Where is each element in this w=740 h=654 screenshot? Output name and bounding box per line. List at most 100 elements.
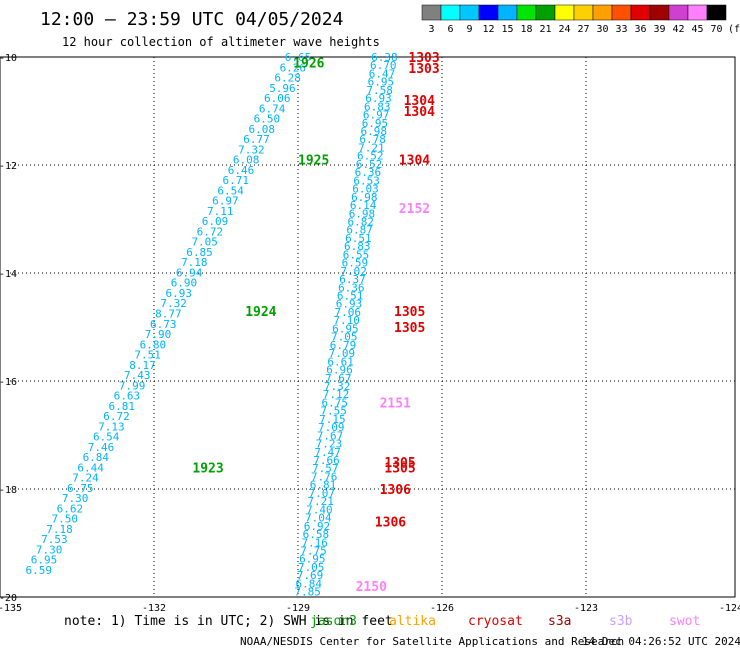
data-point-label: 6.06 bbox=[264, 92, 291, 105]
data-point-label: 7.32 bbox=[160, 297, 187, 310]
x-axis-ticks: -135 -132 -129 -126 -123 -124 bbox=[0, 603, 740, 614]
track-label: 1305 bbox=[384, 456, 415, 471]
satellite-legend-item: jason3 bbox=[310, 614, 357, 629]
data-point-label: 7.12 bbox=[323, 388, 350, 401]
data-point-label: 6.98 bbox=[349, 207, 376, 220]
data-point-label: 6.97 bbox=[212, 195, 239, 208]
y-tick-label: -14 bbox=[0, 269, 17, 280]
plot-area: -135 -132 -129 -126 -123 -124 -10 -12 -14 -16 -18… bbox=[0, 51, 740, 614]
page-subtitle: 12 hour collection of altimeter wave hei… bbox=[62, 35, 380, 49]
data-point-label: 6.95 bbox=[368, 76, 395, 89]
data-point-label: 7.05 bbox=[331, 331, 358, 344]
track-label: 1306 bbox=[375, 515, 406, 530]
data-point-label: 7.30 bbox=[62, 492, 89, 505]
color-swatch bbox=[440, 4, 461, 21]
data-point-label: 7.90 bbox=[145, 328, 172, 341]
color-swatch bbox=[535, 4, 556, 21]
track-label: 1304 bbox=[404, 105, 435, 120]
satellite-legend-item: altika bbox=[389, 614, 436, 629]
data-point-label: 6.96 bbox=[326, 364, 353, 377]
data-point-label: 5.96 bbox=[269, 82, 296, 95]
track-label: 1923 bbox=[192, 461, 223, 476]
color-swatch bbox=[497, 4, 518, 21]
data-point-label: 6.59 bbox=[26, 564, 53, 577]
data-point-label: 7.30 bbox=[36, 543, 63, 556]
color-scale-label: 30 bbox=[596, 24, 608, 35]
track-label: 1305 bbox=[384, 461, 415, 476]
data-point-label: 6.94 bbox=[176, 266, 203, 279]
data-point-label: 6.78 bbox=[359, 133, 386, 146]
y-axis-ticks: -10 -12 -14 -16 -18 -20 bbox=[0, 53, 17, 604]
color-scale-label: 45 bbox=[691, 24, 703, 35]
x-tick-label: -126 bbox=[430, 603, 454, 614]
data-point-label: 6.36 bbox=[338, 281, 365, 294]
data-point-label: 7.50 bbox=[51, 513, 78, 526]
data-points: 6.656.266.285.966.066.746.506.086.777.32… bbox=[26, 51, 398, 599]
data-point-label: 6.14 bbox=[350, 199, 377, 212]
track-label: 1306 bbox=[380, 483, 411, 498]
data-point-label: 6.85 bbox=[186, 246, 213, 259]
track-label: 1305 bbox=[394, 321, 425, 336]
color-scale-label: 33 bbox=[615, 24, 627, 35]
data-point-label: 7.66 bbox=[313, 454, 340, 467]
note-text: note: 1) Time is in UTC; 2) SWH is in fe… bbox=[64, 614, 393, 629]
data-point-label: 7.05 bbox=[298, 561, 325, 574]
data-point-label: 6.38 bbox=[371, 51, 398, 64]
footer-timestamp: 14 Dec 04:26:52 UTC 2024 bbox=[582, 635, 740, 648]
data-point-label: 6.70 bbox=[370, 59, 397, 72]
color-scale-label: 3 bbox=[428, 24, 434, 35]
data-point-label: 6.92 bbox=[304, 520, 331, 533]
data-point-label: 6.80 bbox=[140, 338, 167, 351]
data-point-label: 7.46 bbox=[88, 441, 115, 454]
data-point-label: 6.83 bbox=[364, 100, 391, 113]
data-point-label: 6.63 bbox=[114, 390, 141, 403]
color-scale-label: 15 bbox=[501, 24, 513, 35]
data-point-label: 6.58 bbox=[303, 528, 330, 541]
data-point-label: 7.18 bbox=[181, 256, 208, 269]
color-swatch bbox=[478, 4, 499, 21]
data-point-label: 6.95 bbox=[332, 322, 359, 335]
data-point-label: 6.84 bbox=[296, 577, 323, 590]
data-point-label: 6.52 bbox=[357, 150, 384, 163]
color-scale-label: 21 bbox=[539, 24, 551, 35]
color-swatch bbox=[421, 4, 442, 21]
track-label: 1304 bbox=[404, 94, 435, 109]
y-tick-label: -10 bbox=[0, 53, 17, 64]
data-point-label: 7.21 bbox=[358, 141, 385, 154]
data-point-label: 6.59 bbox=[342, 257, 369, 270]
data-point-label: 6.81 bbox=[108, 400, 135, 413]
grid-lines bbox=[10, 57, 735, 597]
data-point-label: 7.40 bbox=[306, 503, 333, 516]
color-swatch bbox=[706, 4, 727, 21]
data-point-label: 6.72 bbox=[103, 410, 130, 423]
data-point-label: 7.43 bbox=[124, 369, 151, 382]
data-point-label: 7.06 bbox=[335, 306, 362, 319]
data-point-label: 7.15 bbox=[319, 413, 346, 426]
data-point-label: 6.95 bbox=[362, 117, 389, 130]
color-swatch bbox=[554, 4, 575, 21]
data-point-label: 7.02 bbox=[340, 265, 367, 278]
color-scale-label: 70 bbox=[710, 24, 722, 35]
track-label: 1925 bbox=[298, 154, 329, 169]
data-point-label: 6.61 bbox=[327, 355, 354, 368]
data-point-label: 7.99 bbox=[119, 379, 146, 392]
data-point-label: 7.07 bbox=[309, 487, 336, 500]
data-point-label: 6.73 bbox=[150, 318, 177, 331]
data-point-label: 8.17 bbox=[129, 359, 156, 372]
color-scale-label: 27 bbox=[577, 24, 589, 35]
data-point-label: 6.46 bbox=[228, 164, 255, 177]
data-point-label: 6.44 bbox=[77, 461, 104, 474]
data-point-label: 7.32 bbox=[324, 380, 351, 393]
color-scale-label: 24 bbox=[558, 24, 570, 35]
data-point-label: 6.84 bbox=[83, 451, 110, 464]
data-point-label: 6.51 bbox=[345, 232, 372, 245]
data-point-label: 7.76 bbox=[311, 470, 338, 483]
color-swatch bbox=[459, 4, 480, 21]
color-scale-label: 12 bbox=[482, 24, 494, 35]
data-point-label: 6.77 bbox=[243, 133, 270, 146]
data-point-label: 7.11 bbox=[207, 205, 234, 218]
color-scale-label: 18 bbox=[520, 24, 532, 35]
data-point-label: 6.53 bbox=[353, 174, 380, 187]
data-point-label: 7.04 bbox=[305, 512, 332, 525]
